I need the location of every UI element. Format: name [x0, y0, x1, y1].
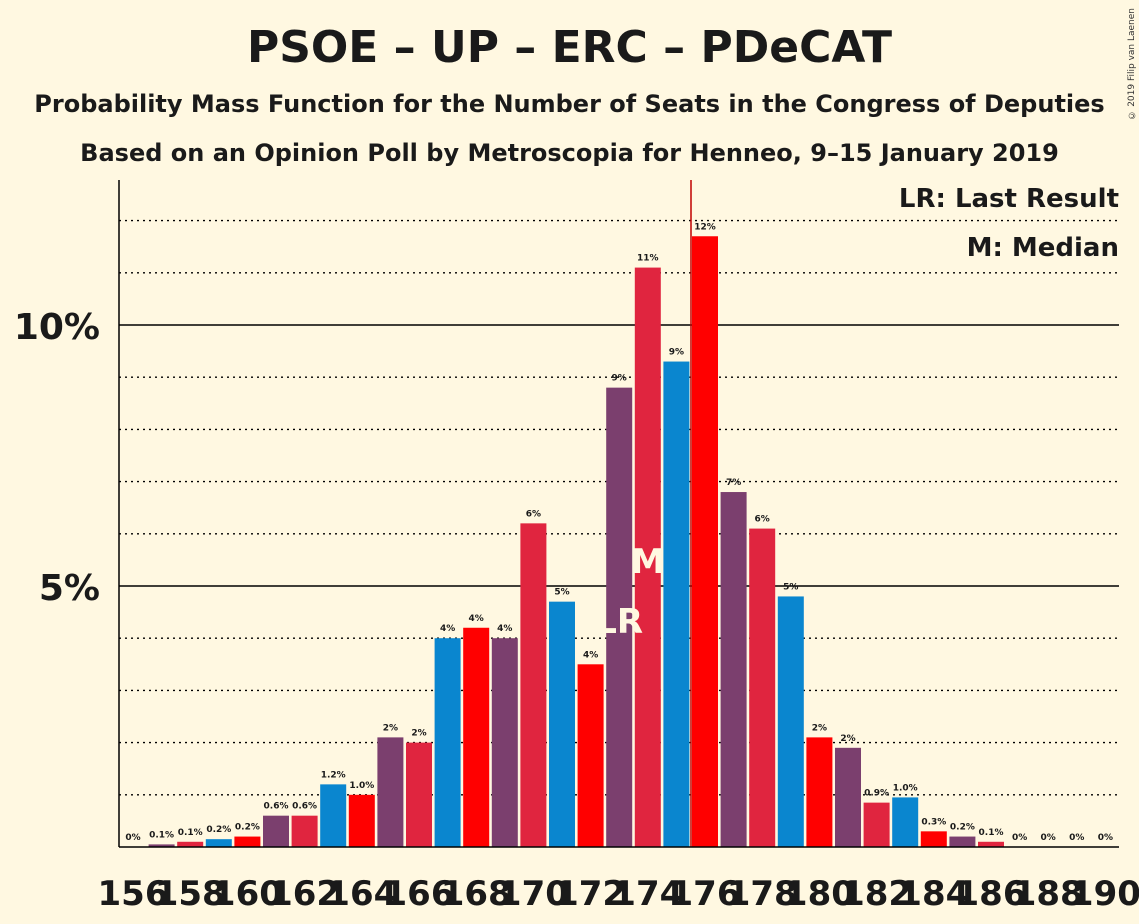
bar-167 — [434, 638, 461, 847]
bar-label-178: 6% — [755, 515, 770, 525]
bar-labels: 0% 0.1% 0.1% 0.2% 0.2%0.6% 0.6%1.2%1.0%2%2%4%… — [125, 222, 1113, 843]
bar-171 — [549, 601, 575, 847]
bar-163 — [320, 784, 347, 847]
x-tick-label: 160 — [212, 874, 283, 914]
bar-label-158: 0.1% — [178, 828, 203, 838]
bar-label-183: 1.0% — [893, 783, 918, 793]
bar-168 — [463, 627, 490, 847]
bar-166 — [406, 742, 432, 847]
x-tick-label: 174 — [612, 874, 683, 914]
chart-subtitle: Probability Mass Function for the Number… — [34, 90, 1105, 118]
bar-162 — [291, 815, 318, 847]
bar-158 — [177, 841, 204, 847]
x-tick-label: 182 — [841, 874, 912, 914]
bar-label-173: 9% — [612, 374, 627, 384]
bar-label-174: 11% — [637, 254, 659, 264]
bar-180 — [806, 737, 833, 847]
bar-172 — [577, 664, 604, 847]
bar-186 — [978, 841, 1004, 847]
x-tick-label: 170 — [498, 874, 569, 914]
bar-164 — [348, 794, 375, 847]
x-tick-label: 186 — [956, 874, 1027, 914]
bar-183 — [892, 797, 919, 847]
bar-label-167: 4% — [440, 624, 455, 634]
x-tick-label: 166 — [384, 874, 455, 914]
bar-label-169: 4% — [497, 624, 512, 634]
bar-178 — [749, 528, 776, 847]
bar-label-181: 2% — [840, 734, 855, 744]
axes: 5% 10% 15615816016216416616817017217417617… — [14, 180, 1139, 914]
bar-185 — [949, 836, 976, 847]
bar-label-170: 6% — [526, 509, 541, 519]
bar-161 — [263, 815, 289, 847]
x-tick-label: 164 — [326, 874, 397, 914]
x-tick-label: 180 — [784, 874, 855, 914]
x-tick-label: 172 — [555, 874, 626, 914]
bar-label-165: 2% — [383, 723, 398, 733]
chart-source: Based on an Opinion Poll by Metroscopia … — [80, 139, 1059, 167]
markers: LR M — [595, 542, 664, 642]
bar-label-157: 0.1% — [149, 830, 174, 840]
bar-label-159: 0.2% — [206, 825, 231, 835]
bar-182 — [863, 802, 890, 847]
bar-label-175: 9% — [669, 348, 684, 358]
bar-label-185: 0.2% — [950, 823, 975, 833]
bar-label-156: 0% — [125, 833, 140, 843]
legend-last-result: LR: Last Result — [898, 184, 1119, 214]
bar-label-179: 5% — [783, 582, 798, 592]
bar-label-172: 4% — [583, 650, 598, 660]
bar-label-180: 2% — [812, 723, 827, 733]
bar-159 — [205, 839, 232, 847]
bar-label-182: 0.9% — [864, 789, 889, 799]
bar-label-186: 0.1% — [979, 828, 1004, 838]
bar-label-176: 12% — [694, 222, 716, 232]
x-tick-label: 156 — [98, 874, 169, 914]
copyright-notice: © 2019 Filip van Laenen — [1127, 8, 1137, 120]
x-tick-label: 176 — [670, 874, 741, 914]
bars — [148, 236, 1004, 848]
bar-label-188: 0% — [1041, 833, 1056, 843]
chart-title: PSOE – UP – ERC – PDeCAT — [246, 22, 893, 73]
x-tick-label: 178 — [727, 874, 798, 914]
bar-181 — [835, 747, 861, 847]
bar-label-168: 4% — [469, 614, 484, 624]
bar-label-190: 0% — [1098, 833, 1113, 843]
bar-175 — [663, 361, 690, 847]
grid-lines — [119, 219, 1119, 796]
bar-label-166: 2% — [411, 729, 426, 739]
last-result-marker: LR — [595, 602, 643, 642]
bar-label-187: 0% — [1012, 833, 1027, 843]
bar-label-184: 0.3% — [921, 817, 946, 827]
bar-label-164: 1.0% — [349, 781, 374, 791]
bar-160 — [234, 836, 261, 847]
bar-label-177: 7% — [726, 478, 741, 488]
y-tick-label: 10% — [14, 307, 100, 348]
bar-label-171: 5% — [554, 588, 569, 598]
bar-label-162: 0.6% — [292, 802, 317, 812]
bar-176 — [692, 236, 718, 847]
x-tick-label: 190 — [1070, 874, 1139, 914]
bar-179 — [777, 596, 804, 847]
bar-177 — [720, 492, 747, 847]
legend-median: M: Median — [966, 233, 1119, 263]
bar-174 — [634, 267, 661, 848]
y-tick-label: 5% — [39, 568, 100, 609]
bar-label-189: 0% — [1069, 833, 1084, 843]
x-tick-label: 188 — [1013, 874, 1084, 914]
median-marker: M — [631, 542, 665, 582]
x-tick-label: 168 — [441, 874, 512, 914]
bar-label-163: 1.2% — [321, 770, 346, 780]
bar-184 — [920, 831, 947, 847]
bar-169 — [491, 638, 518, 847]
bar-label-161: 0.6% — [264, 802, 289, 812]
bar-173 — [606, 387, 633, 847]
bar-170 — [520, 523, 547, 847]
x-tick-label: 184 — [898, 874, 969, 914]
bar-157 — [148, 844, 175, 847]
x-tick-label: 162 — [269, 874, 340, 914]
bar-label-160: 0.2% — [235, 823, 260, 833]
bar-165 — [377, 737, 404, 847]
x-tick-label: 158 — [155, 874, 226, 914]
